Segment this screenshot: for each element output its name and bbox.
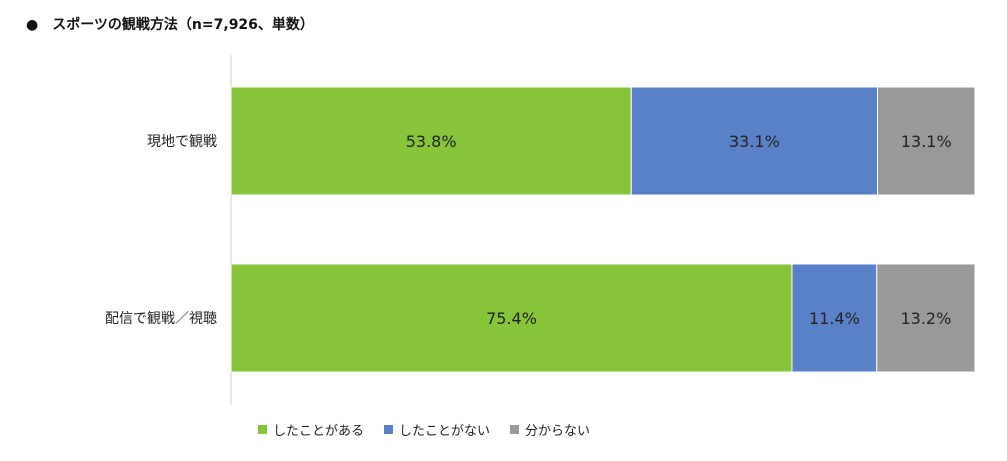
bar-segment [230, 86, 632, 196]
bar-segment [630, 86, 879, 196]
bar-segment [877, 86, 976, 196]
data-label: 33.1% [729, 132, 780, 151]
legend-item: したことがない [384, 420, 490, 439]
legend-label: したことがない [399, 424, 491, 439]
bar-segment [230, 263, 793, 373]
category-label: 現地で観戦 [147, 133, 217, 150]
data-label: 13.1% [901, 132, 952, 151]
data-label: 53.8% [406, 132, 457, 151]
chart-title: ● スポーツの観戦方法（n=7,926、単数） [26, 17, 314, 33]
chart-legend: したことがある したことがない 分からない [258, 420, 590, 439]
legend-swatch [384, 425, 394, 434]
legend-label: したことがある [273, 424, 365, 439]
legend-item: 分からない [510, 420, 590, 439]
data-label: 13.2% [900, 309, 951, 328]
category-label: 配信で観戦／視聴 [105, 310, 217, 327]
legend-swatch [510, 425, 520, 434]
data-label: 11.4% [809, 309, 860, 328]
legend-swatch [258, 425, 267, 434]
bar-segment [791, 263, 878, 373]
bar-segment [876, 263, 976, 373]
legend-label: 分からない [525, 424, 591, 439]
data-label: 75.4% [486, 309, 537, 328]
legend-item: したことがある [258, 420, 364, 439]
